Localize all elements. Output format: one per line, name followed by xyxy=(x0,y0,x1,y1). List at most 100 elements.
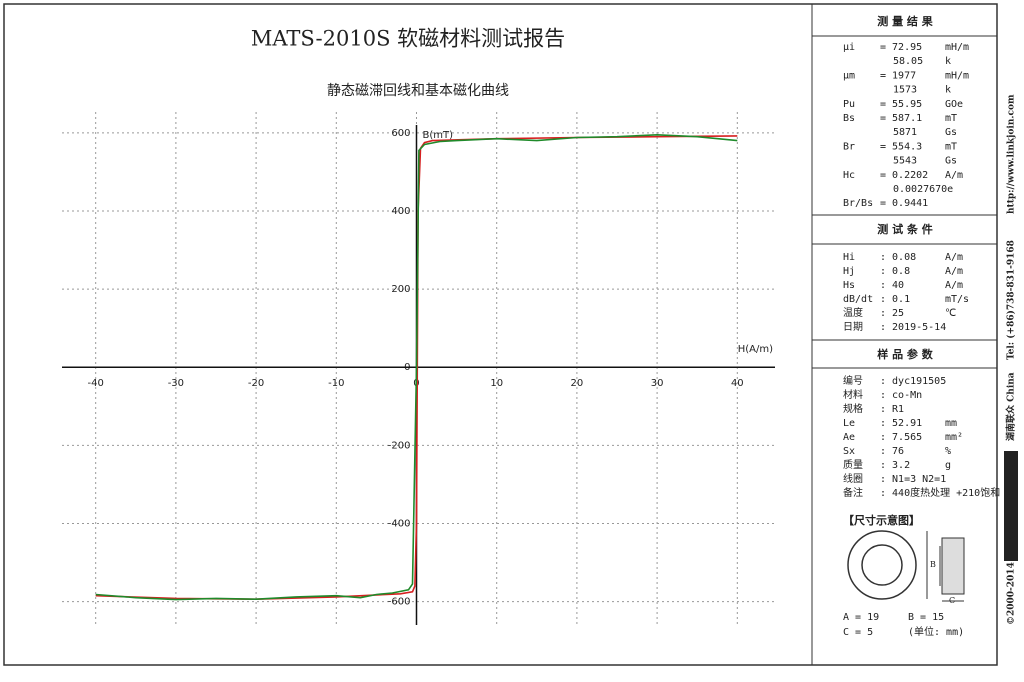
row-label: 备注 xyxy=(843,486,863,499)
row-label: Hj xyxy=(843,266,855,277)
row-value: : co-Mn xyxy=(880,390,922,401)
diagram-title: 【尺寸示意图】 xyxy=(843,513,920,527)
outer-frame xyxy=(3,3,998,666)
row-value: : 52.91 xyxy=(880,418,922,429)
x-tick-label: -10 xyxy=(328,378,344,389)
row-label: Bs xyxy=(843,113,855,124)
x-tick-label: -30 xyxy=(168,378,184,389)
row-value: : 0.08 xyxy=(880,252,916,263)
row-label: Le xyxy=(843,418,855,429)
row-unit: k xyxy=(945,85,951,96)
y-tick-label: 400 xyxy=(391,206,410,217)
row-unit: k xyxy=(945,56,951,67)
row-value: : R1 xyxy=(880,404,904,415)
row-unit: mH/m xyxy=(945,70,969,81)
row-label: Hs xyxy=(843,280,855,291)
row-unit: mH/m xyxy=(945,42,969,53)
x-tick-label: -20 xyxy=(248,378,264,389)
y-tick-label: -200 xyxy=(388,440,411,451)
row-value: : 76 xyxy=(880,446,904,457)
row-value: 58.05 xyxy=(893,56,923,67)
row-label: Br/Bs xyxy=(843,198,873,209)
side-text: Linkjoin Technology xyxy=(1007,456,1017,559)
row-label: 规格 xyxy=(843,402,863,415)
row-unit: Gs xyxy=(945,156,957,167)
row-label: μi xyxy=(843,42,855,53)
chart-subtitle: 静态磁滞回线和基本磁化曲线 xyxy=(327,82,509,99)
row-value: : 0.1 xyxy=(880,294,910,305)
row-unit: ℃ xyxy=(945,308,956,319)
row-unit: mT/s xyxy=(945,294,969,305)
x-tick-label: 40 xyxy=(731,378,744,389)
x-axis-label: H(A/m) xyxy=(738,344,773,355)
row-label: dB/dt xyxy=(843,294,873,305)
row-value: = 1977 xyxy=(880,70,916,81)
side-text: Tel: (+86)738-831-9168 xyxy=(1006,240,1017,360)
row-value: : 40 xyxy=(880,280,904,291)
row-label: 日期 xyxy=(843,321,863,333)
y-tick-label: 600 xyxy=(391,128,410,139)
section-title: 测 试 条 件 xyxy=(877,222,933,236)
row-label: μm xyxy=(843,70,855,81)
row-value: = 72.95 xyxy=(880,42,922,53)
chart-title: MATS-2010S 软磁材料测试报告 xyxy=(251,27,565,51)
row-unit: A/m xyxy=(945,252,963,263)
x-tick-label: -40 xyxy=(88,378,104,389)
side-text: http://www.linkjoin.com xyxy=(1007,94,1017,214)
diagram-mark: B xyxy=(930,560,936,569)
dimension: (单位: mm) xyxy=(908,625,964,638)
section-title: 样 品 参 数 xyxy=(877,347,933,361)
row-value: 0.0027670e xyxy=(893,184,953,195)
row-label: Hi xyxy=(843,252,855,263)
dimension: B = 15 xyxy=(908,612,944,623)
row-value: : dyc191505 xyxy=(880,376,946,387)
row-label: 质量 xyxy=(843,459,863,471)
x-tick-label: 30 xyxy=(651,378,664,389)
side-badge xyxy=(1004,451,1018,561)
row-value: 5543 xyxy=(893,156,917,167)
row-value: : 440度热处理 +210饱和 xyxy=(880,486,1000,499)
side-text: 湖南联众 China xyxy=(1005,372,1017,441)
row-value: 5871 xyxy=(893,127,917,138)
row-value: : 7.565 xyxy=(880,432,922,443)
row-value: = 587.1 xyxy=(880,113,922,124)
row-unit: mT xyxy=(945,141,957,152)
row-value: : 25 xyxy=(880,308,904,319)
row-label: Ae xyxy=(843,432,855,443)
row-label: 编号 xyxy=(843,374,863,387)
ring-section xyxy=(941,537,965,595)
row-label: 温度 xyxy=(843,306,863,319)
ring-outer xyxy=(847,530,917,600)
dimension: A = 19 xyxy=(843,612,879,623)
ring-inner xyxy=(861,544,903,586)
row-label: Sx xyxy=(843,446,855,457)
row-label: Hc xyxy=(843,170,855,181)
row-unit: mT xyxy=(945,113,957,124)
row-unit: GOe xyxy=(945,99,963,110)
row-unit: % xyxy=(945,446,951,457)
section-title: 测 量 结 果 xyxy=(877,14,933,28)
row-unit: A/m xyxy=(945,170,963,181)
row-label: 线圈 xyxy=(843,472,863,485)
row-label: Br xyxy=(843,141,855,152)
x-tick-label: 20 xyxy=(571,378,584,389)
row-value: : 2019-5-14 xyxy=(880,322,946,333)
y-tick-label: -400 xyxy=(388,518,411,529)
row-value: = 0.2202 xyxy=(880,170,928,181)
row-unit: A/m xyxy=(945,280,963,291)
row-label: Pu xyxy=(843,99,855,110)
row-unit: A/m xyxy=(945,266,963,277)
row-unit: mm² xyxy=(945,432,963,443)
y-tick-label: -600 xyxy=(388,597,411,608)
row-label: 材料 xyxy=(843,388,863,401)
y-axis-label: B(mT) xyxy=(422,130,453,141)
row-value: : 3.2 xyxy=(880,460,910,471)
row-unit: Gs xyxy=(945,127,957,138)
row-value: 1573 xyxy=(893,85,917,96)
row-value: = 55.95 xyxy=(880,99,922,110)
row-unit: mm xyxy=(945,418,957,429)
row-value: : N1=3 N2=1 xyxy=(880,474,946,485)
side-text: ©2000-2014 xyxy=(1007,562,1017,625)
x-tick-label: 10 xyxy=(490,378,503,389)
